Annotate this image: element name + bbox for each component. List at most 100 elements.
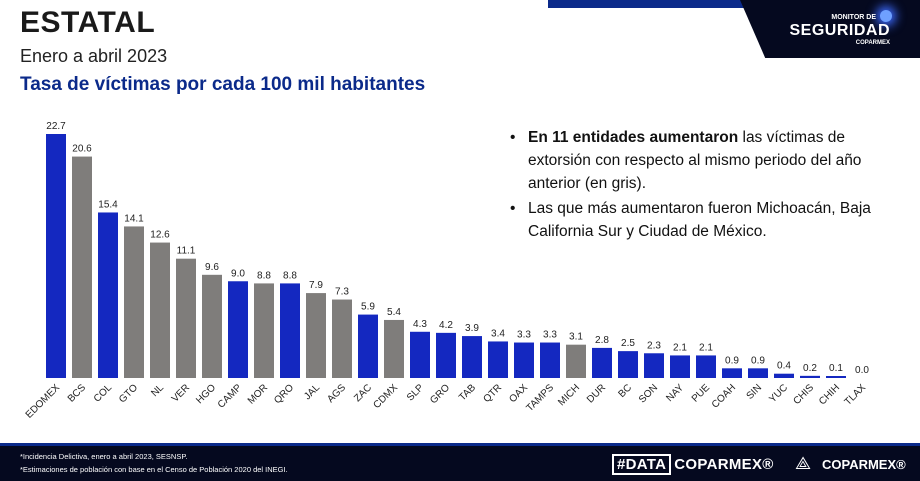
data-label: 0.1 bbox=[829, 363, 843, 374]
data-label: 11.1 bbox=[177, 246, 196, 257]
bar-son bbox=[644, 353, 664, 378]
bar-gto bbox=[124, 226, 144, 378]
data-label: 5.9 bbox=[361, 302, 375, 313]
bullet-icon: • bbox=[510, 200, 516, 217]
bar-gro bbox=[436, 332, 456, 378]
category-label: TAB bbox=[457, 382, 478, 403]
data-label: 2.1 bbox=[699, 342, 713, 353]
note-item: • Las que más aumentaron fueron Michoacá… bbox=[506, 197, 896, 243]
bar-hgo bbox=[202, 274, 222, 378]
bar-pue bbox=[696, 355, 716, 378]
category-label: AGS bbox=[325, 382, 348, 405]
data-label: 9.6 bbox=[205, 262, 219, 273]
bar-bc bbox=[618, 351, 638, 378]
data-label: 7.9 bbox=[309, 280, 323, 291]
data-hash-text: #DATA bbox=[612, 454, 672, 475]
note-text: Las que más aumentaron fueron Michoacán,… bbox=[528, 200, 871, 240]
footer-accent-line bbox=[0, 443, 920, 446]
data-label: 0.9 bbox=[751, 355, 765, 366]
data-label: 0.0 bbox=[855, 365, 869, 376]
data-label: 0.9 bbox=[725, 355, 739, 366]
bar-ags bbox=[332, 299, 352, 378]
logo-small-text: MONITOR DE bbox=[831, 14, 876, 21]
bar-ver bbox=[176, 258, 196, 378]
data-label: 2.8 bbox=[595, 335, 609, 346]
category-label: BCS bbox=[66, 382, 89, 405]
notes-panel: • En 11 entidades aumentaron las víctima… bbox=[506, 126, 896, 245]
bar-qtr bbox=[488, 341, 508, 378]
category-label: MOR bbox=[246, 382, 270, 406]
coparmex-brand: COPARMEX® bbox=[822, 457, 906, 472]
note-text: las víctimas de extorsión con respecto a… bbox=[528, 129, 862, 192]
data-coparmex-brand: #DATA COPARMEX® bbox=[612, 454, 774, 475]
bullet-icon: • bbox=[510, 129, 516, 146]
logo-sub-text: COPARMEX bbox=[855, 40, 890, 46]
category-label: COAH bbox=[710, 382, 738, 410]
bar-tamps bbox=[540, 342, 560, 378]
category-label: EDOMEX bbox=[24, 382, 63, 421]
bar-camp bbox=[228, 281, 248, 378]
bar-slp bbox=[410, 331, 430, 378]
category-label: CDMX bbox=[372, 382, 401, 411]
category-label: OAX bbox=[507, 382, 530, 405]
coparmex-logo-icon: ⟁ bbox=[795, 453, 812, 473]
category-label: NAY bbox=[664, 382, 686, 404]
bar-cdmx bbox=[384, 319, 404, 378]
category-label: SON bbox=[637, 382, 660, 405]
category-label: HGO bbox=[194, 382, 218, 406]
category-label: SIN bbox=[745, 382, 765, 402]
footer-bar bbox=[0, 443, 920, 481]
bar-nl bbox=[150, 242, 170, 378]
data-label: 4.2 bbox=[439, 320, 453, 331]
data-brand-text: COPARMEX® bbox=[674, 456, 774, 473]
period-label: Enero a abril 2023 bbox=[20, 46, 168, 66]
data-label: 4.3 bbox=[413, 319, 427, 330]
bar-coah bbox=[722, 368, 742, 378]
chart-subtitle: Tasa de víctimas por cada 100 mil habita… bbox=[20, 74, 426, 95]
data-label: 2.5 bbox=[621, 338, 635, 349]
category-label: COL bbox=[92, 382, 115, 405]
logo-glow-icon bbox=[880, 10, 892, 22]
bar-mich bbox=[566, 344, 586, 378]
category-label: CHIS bbox=[791, 382, 816, 407]
data-label: 2.1 bbox=[673, 342, 687, 353]
category-label: ZAC bbox=[352, 382, 374, 404]
category-label: DUR bbox=[585, 382, 608, 405]
data-label: 8.8 bbox=[283, 270, 297, 281]
bar-chih bbox=[826, 376, 846, 378]
bar-mor bbox=[254, 283, 274, 378]
data-label: 3.9 bbox=[465, 323, 479, 334]
data-label: 3.4 bbox=[491, 328, 505, 339]
bar-chis bbox=[800, 375, 820, 378]
category-label: CHIH bbox=[817, 382, 842, 407]
data-label: 12.6 bbox=[150, 230, 170, 241]
data-label: 5.4 bbox=[387, 307, 401, 318]
category-label: CAMP bbox=[216, 382, 244, 410]
data-label: 2.3 bbox=[647, 340, 661, 351]
data-label: 0.4 bbox=[777, 361, 791, 372]
data-label: 15.4 bbox=[98, 199, 118, 210]
category-label: JAL bbox=[302, 382, 322, 402]
bar-oax bbox=[514, 342, 534, 378]
data-label: 3.3 bbox=[517, 330, 531, 341]
bar-bcs bbox=[72, 156, 92, 378]
category-label: MICH bbox=[556, 382, 582, 408]
bar-nay bbox=[670, 355, 690, 378]
data-label: 3.1 bbox=[569, 332, 583, 343]
bar-sin bbox=[748, 368, 768, 378]
note-bold-text: En 11 entidades aumentaron bbox=[528, 129, 739, 146]
bar-chart: 22.7 EDOMEX 20.6 BCS 15.4 COL 14.1 GTO 12.6 NL 11.… bbox=[24, 121, 870, 421]
data-label: 3.3 bbox=[543, 330, 557, 341]
category-label: QRO bbox=[272, 382, 296, 406]
data-label: 8.8 bbox=[257, 270, 271, 281]
data-label: 22.7 bbox=[46, 121, 66, 132]
data-label: 0.2 bbox=[803, 363, 817, 374]
bar-dur bbox=[592, 347, 612, 378]
note-item: • En 11 entidades aumentaron las víctima… bbox=[506, 126, 896, 195]
category-label: YUC bbox=[767, 382, 790, 405]
data-label: 20.6 bbox=[72, 144, 92, 155]
monitor-seguridad-logo: MONITOR DE SEGURIDAD COPARMEX bbox=[740, 0, 920, 58]
bar-jal bbox=[306, 293, 326, 378]
page-title: ESTATAL bbox=[20, 6, 156, 39]
category-label: NL bbox=[149, 382, 166, 399]
